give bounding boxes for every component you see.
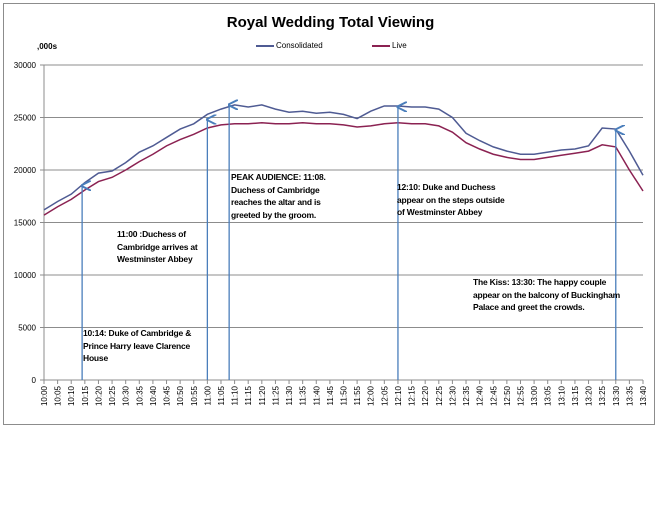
y-axis-unit-label: ,000s [37, 42, 58, 51]
series-line-consolidated [43, 104, 644, 211]
legend-item-live: Live [372, 41, 407, 50]
y-tick-label: 20000 [14, 166, 37, 175]
x-tick-label: 10:10 [67, 385, 76, 406]
x-tick-label: 10:45 [163, 385, 172, 406]
x-tick-label: 11:05 [217, 385, 226, 405]
x-tick-label: 11:40 [312, 385, 321, 405]
x-tick-label: 12:30 [448, 385, 457, 406]
x-tick-label: 10:40 [149, 385, 158, 406]
x-tick-label: 11:25 [271, 385, 280, 405]
x-tick-label: 12:10 [394, 385, 403, 406]
x-tick-label: 13:30 [612, 385, 621, 406]
x-tick-label: 10:55 [190, 385, 199, 406]
chart-frame [3, 3, 655, 425]
x-tick-label: 13:25 [598, 385, 607, 406]
x-tick-label: 11:15 [244, 385, 253, 405]
annotation-text: 11:00 :Duchess of Cambridge arrives at W… [117, 229, 198, 264]
x-tick-label: 12:20 [421, 385, 430, 406]
x-tick-label: 11:00 [203, 385, 212, 405]
series-line-live [43, 121, 644, 216]
x-tick-label: 12:50 [503, 385, 512, 406]
x-tick-label: 13:15 [571, 385, 580, 406]
x-tick-label: 11:30 [285, 385, 294, 405]
legend-item-consolidated: Consolidated [256, 41, 323, 50]
x-tick-label: 12:45 [489, 385, 498, 406]
x-tick-label: 12:35 [462, 385, 471, 406]
annotation-text: 10:14: Duke of Cambridge & Prince Harry … [83, 328, 192, 363]
y-tick-label: 10000 [14, 271, 37, 280]
x-tick-label: 11:10 [231, 385, 240, 405]
annotation-text: The Kiss: 13:30: The happy couple appear… [473, 277, 620, 312]
x-tick-label: 11:35 [299, 385, 308, 405]
y-tick-label: 30000 [14, 61, 37, 70]
y-tick-label: 15000 [14, 219, 37, 228]
x-tick-label: 10:30 [122, 385, 131, 406]
x-tick-label: 12:15 [408, 385, 417, 406]
x-tick-label: 12:40 [476, 385, 485, 406]
x-tick-label: 13:05 [544, 385, 553, 406]
x-tick-label: 13:35 [625, 385, 634, 406]
y-tick-label: 5000 [18, 324, 36, 333]
annotation-text: PEAK AUDIENCE: 11:08. Duchess of Cambrid… [231, 172, 326, 220]
x-tick-label: 13:20 [585, 385, 594, 406]
x-tick-label: 12:00 [367, 385, 376, 406]
x-tick-label: 12:55 [516, 385, 525, 406]
x-tick-label: 13:40 [639, 385, 648, 406]
legend-label: Live [392, 41, 407, 50]
x-tick-label: 10:35 [135, 385, 144, 406]
y-tick-label: 25000 [14, 114, 37, 123]
legend-swatch-consolidated [256, 44, 274, 47]
legend-label: Consolidated [276, 41, 323, 50]
chart-title: Royal Wedding Total Viewing [226, 14, 435, 31]
x-tick-label: 10:25 [108, 385, 117, 406]
x-tick-label: 12:05 [380, 385, 389, 406]
x-tick-label: 13:00 [530, 385, 539, 406]
x-tick-label: 11:50 [340, 385, 349, 405]
x-tick-label: 12:25 [435, 385, 444, 406]
legend-swatch-live [372, 44, 390, 47]
x-tick-label: 11:20 [258, 385, 267, 405]
x-tick-label: 10:50 [176, 385, 185, 406]
x-tick-label: 10:15 [81, 385, 90, 406]
annotation-text: 12:10: Duke and Duchess appear on the st… [397, 182, 505, 217]
x-tick-label: 10:05 [54, 385, 63, 406]
x-tick-label: 11:45 [326, 385, 335, 405]
y-tick-label: 0 [32, 376, 37, 385]
x-tick-label: 11:55 [353, 385, 362, 405]
x-tick-label: 10:20 [94, 385, 103, 406]
x-tick-label: 13:10 [557, 385, 566, 406]
x-tick-label: 10:00 [40, 385, 49, 406]
